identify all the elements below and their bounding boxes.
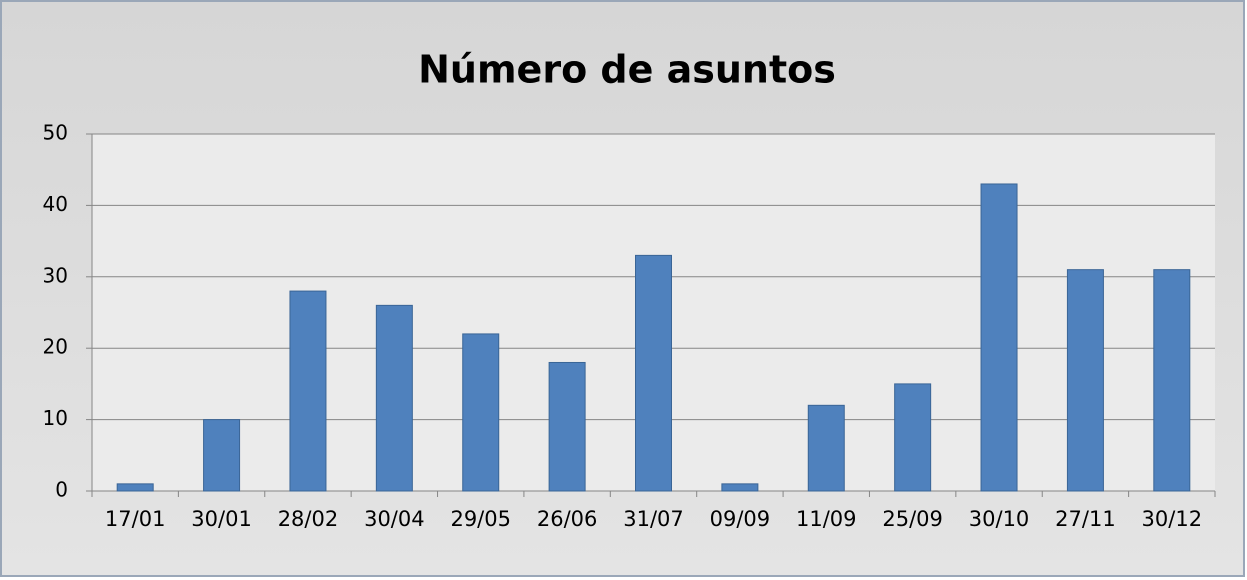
x-tick-label: 26/06: [537, 507, 598, 531]
chart-title: Número de asuntos: [418, 48, 836, 92]
x-tick-label: 27/11: [1055, 507, 1116, 531]
x-tick-label: 29/05: [450, 507, 511, 531]
bar: [721, 483, 759, 492]
bar: [980, 183, 1018, 492]
y-tick-label: 20: [43, 335, 68, 359]
x-tick-label: 25/09: [882, 507, 943, 531]
bar: [894, 383, 932, 492]
bar: [116, 483, 154, 492]
x-tick-label: 09/09: [710, 507, 771, 531]
bar: [635, 254, 672, 492]
bar: [203, 419, 241, 492]
bar: [1153, 269, 1191, 492]
bar: [1066, 269, 1104, 492]
x-tick-label: 11/09: [796, 507, 857, 531]
bar: [807, 404, 845, 492]
x-tick-label: 31/07: [623, 507, 684, 531]
x-tick-label: 28/02: [278, 507, 339, 531]
y-tick-label: 40: [43, 192, 68, 216]
y-tick-label: 50: [43, 121, 68, 145]
bar: [548, 361, 586, 492]
y-tick-label: 30: [43, 263, 68, 287]
x-tick-label: 30/01: [191, 507, 252, 531]
x-tick-label: 17/01: [105, 507, 166, 531]
y-tick-label: 10: [43, 406, 68, 430]
bar: [289, 290, 327, 492]
x-tick-label: 30/12: [1142, 507, 1203, 531]
y-tick-label: 0: [55, 478, 68, 502]
x-tick-label: 30/10: [969, 507, 1030, 531]
bar: [462, 333, 500, 492]
x-tick-label: 30/04: [364, 507, 425, 531]
bar: [375, 304, 413, 492]
